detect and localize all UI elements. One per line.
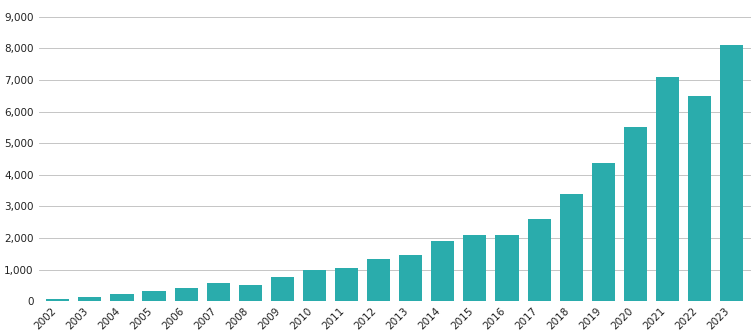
- Bar: [464, 235, 486, 301]
- Bar: [367, 259, 390, 301]
- Bar: [143, 291, 165, 301]
- Bar: [46, 299, 69, 301]
- Bar: [495, 235, 519, 301]
- Bar: [720, 45, 743, 301]
- Bar: [399, 255, 422, 301]
- Bar: [688, 96, 711, 301]
- Bar: [431, 241, 455, 301]
- Bar: [207, 283, 230, 301]
- Bar: [528, 219, 550, 301]
- Bar: [271, 277, 294, 301]
- Bar: [559, 195, 583, 301]
- Bar: [174, 288, 198, 301]
- Bar: [656, 77, 679, 301]
- Bar: [335, 268, 358, 301]
- Bar: [239, 285, 262, 301]
- Bar: [110, 294, 134, 301]
- Bar: [592, 163, 615, 301]
- Bar: [303, 270, 326, 301]
- Bar: [79, 296, 101, 301]
- Bar: [624, 127, 647, 301]
